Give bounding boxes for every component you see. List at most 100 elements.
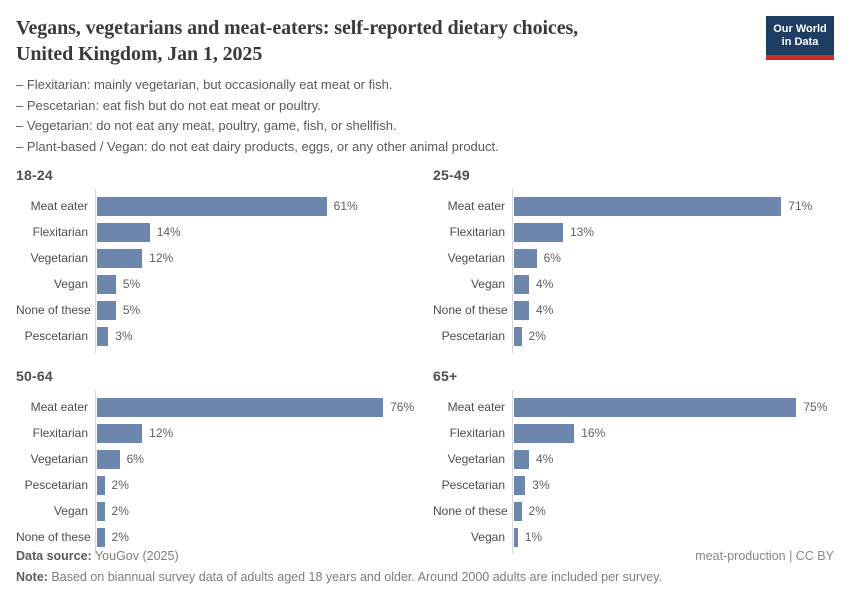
bar[interactable] xyxy=(514,300,530,320)
bar-track: 2% xyxy=(513,326,834,346)
axis-line xyxy=(512,189,513,353)
value-label: 13% xyxy=(569,225,594,239)
axis-line xyxy=(95,189,96,353)
category-label: None of these xyxy=(16,530,91,544)
bar-track: 76% xyxy=(96,397,417,417)
data-source: Data source: YouGov (2025) xyxy=(16,546,179,567)
bar[interactable] xyxy=(514,274,530,294)
bar-track: 13% xyxy=(513,222,834,242)
bar[interactable] xyxy=(97,274,116,294)
category-label: Meat eater xyxy=(447,400,505,414)
bar[interactable] xyxy=(514,397,797,417)
bar-row: Pescetarian 2% xyxy=(16,472,417,498)
bar-track: 2% xyxy=(96,527,417,547)
value-label: 12% xyxy=(149,426,174,440)
bar[interactable] xyxy=(97,196,327,216)
bar-track: 1% xyxy=(513,527,834,547)
bar-row: None of these 4% xyxy=(433,297,834,323)
value-label: 61% xyxy=(333,199,358,213)
bar[interactable] xyxy=(97,449,120,469)
bar[interactable] xyxy=(97,527,105,547)
category-label: None of these xyxy=(433,303,508,317)
definition-pescetarian: – Pescetarian: eat fish but do not eat m… xyxy=(16,97,321,113)
axis-line xyxy=(512,390,513,554)
bar[interactable] xyxy=(97,423,143,443)
value-label: 5% xyxy=(122,277,141,291)
data-source-value: YouGov (2025) xyxy=(91,548,179,563)
bar-row: Vegetarian 6% xyxy=(433,245,834,271)
bar[interactable] xyxy=(514,475,526,495)
panel-18-24: 18-24 Meat eater 61% Flexitarian 14% Vegetar… xyxy=(16,167,417,353)
value-label: 3% xyxy=(115,329,133,343)
value-label: 12% xyxy=(149,251,174,265)
definition-vegan: – Plant-based / Vegan: do not eat dairy … xyxy=(16,138,499,154)
bar-track: 4% xyxy=(513,274,834,294)
bar[interactable] xyxy=(514,196,782,216)
category-label: Vegetarian xyxy=(447,452,505,466)
bar-row: Vegetarian 4% xyxy=(433,446,834,472)
bar[interactable] xyxy=(514,248,537,268)
bar-row: None of these 2% xyxy=(16,524,417,550)
bar-row: Vegetarian 6% xyxy=(16,446,417,472)
category-label: Vegetarian xyxy=(447,251,505,265)
category-label: Pescetarian xyxy=(441,329,505,343)
note-label: Note: xyxy=(16,569,48,584)
value-label: 75% xyxy=(803,400,828,414)
bar[interactable] xyxy=(97,475,105,495)
bar-chart: Meat eater 75% Flexitarian 16% Vegetarian 4% P… xyxy=(433,390,834,554)
definitions-list: – Flexitarian: mainly vegetarian, but oc… xyxy=(16,76,834,156)
bar[interactable] xyxy=(514,527,518,547)
bar-row: Vegan 2% xyxy=(16,498,417,524)
category-label: Flexitarian xyxy=(32,426,88,440)
bar[interactable] xyxy=(97,397,384,417)
category-label: Flexitarian xyxy=(449,225,505,239)
bar-track: 2% xyxy=(96,475,417,495)
value-label: 16% xyxy=(581,426,606,440)
bar-track: 3% xyxy=(513,475,834,495)
bar-track: 16% xyxy=(513,423,834,443)
bar[interactable] xyxy=(514,501,522,521)
bar[interactable] xyxy=(97,248,143,268)
bar-row: Flexitarian 12% xyxy=(16,420,417,446)
attribution-link[interactable]: meat-production | CC BY xyxy=(695,548,834,563)
bar[interactable] xyxy=(97,326,109,346)
bar-row: Meat eater 61% xyxy=(16,193,417,219)
category-label: Meat eater xyxy=(30,199,88,213)
bar-row: Vegetarian 12% xyxy=(16,245,417,271)
bar[interactable] xyxy=(97,222,150,242)
bar-track: 4% xyxy=(513,449,834,469)
charts-grid: 18-24 Meat eater 61% Flexitarian 14% Vegetar… xyxy=(16,167,834,554)
bar-track: 14% xyxy=(96,222,417,242)
bar-row: Pescetarian 3% xyxy=(16,323,417,349)
value-label: 4% xyxy=(536,277,554,291)
owid-logo[interactable]: Our World in Data xyxy=(766,16,834,60)
bar-track: 12% xyxy=(96,248,417,268)
bar-row: Flexitarian 14% xyxy=(16,219,417,245)
title-line-1: Vegans, vegetarians and meat-eaters: sel… xyxy=(16,17,579,39)
bar-track: 71% xyxy=(513,196,834,216)
header: Vegans, vegetarians and meat-eaters: sel… xyxy=(16,16,834,67)
value-label: 6% xyxy=(126,452,144,466)
data-source-label: Data source: xyxy=(16,548,92,563)
bar[interactable] xyxy=(514,326,522,346)
bar-track: 5% xyxy=(96,274,417,294)
bar-track: 12% xyxy=(96,423,417,443)
bar-chart: Meat eater 76% Flexitarian 12% Vegetarian 6% P… xyxy=(16,390,417,554)
value-label: 76% xyxy=(390,400,415,414)
age-group-label: 50-64 xyxy=(16,368,53,384)
bar[interactable] xyxy=(97,300,116,320)
category-label: Vegan xyxy=(470,277,505,291)
bar[interactable] xyxy=(97,501,105,521)
category-label: Vegan xyxy=(470,530,505,544)
bar-track: 3% xyxy=(96,326,417,346)
value-label: 2% xyxy=(111,478,129,492)
value-label: 4% xyxy=(536,452,554,466)
note-text: Based on biannual survey data of adults … xyxy=(47,569,663,584)
age-group-label: 25-49 xyxy=(433,167,470,183)
bar[interactable] xyxy=(514,449,530,469)
bar[interactable] xyxy=(514,222,563,242)
footer: Data source: YouGov (2025) meat-producti… xyxy=(16,546,834,589)
bar[interactable] xyxy=(514,423,575,443)
value-label: 2% xyxy=(111,504,129,518)
category-label: Pescetarian xyxy=(24,478,88,492)
